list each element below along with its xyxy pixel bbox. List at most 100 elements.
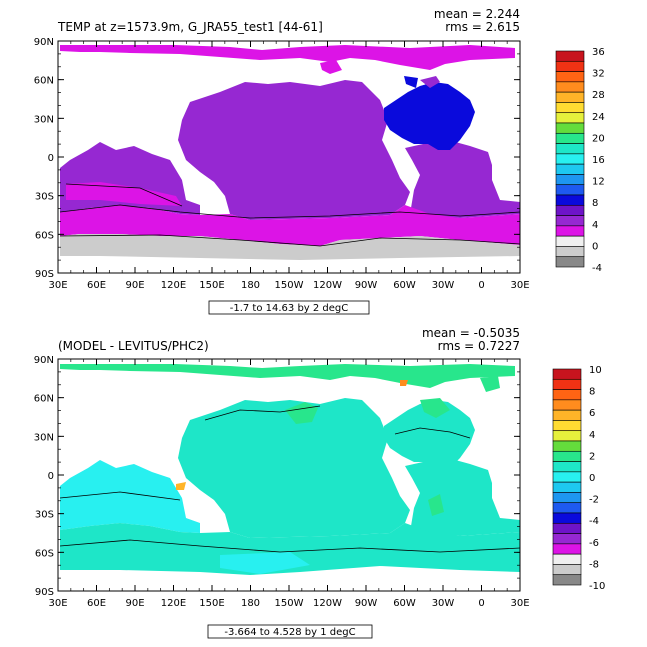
panel2-colorbar-swatch [552,389,582,401]
panel2-x-tick-label: 30W [432,598,455,609]
panel1-colorbar-swatch [555,132,585,144]
panel1-colorbar-label: 16 [592,155,605,166]
panel1-colorbar-swatch [555,153,585,165]
panel2-colorbar-swatch [552,420,582,432]
panel1-colorbar-swatch [555,256,585,268]
panel1-y-tick-label: 0 [48,153,54,164]
panel1-colorbar-swatch [555,50,585,62]
panel2-colorbar-swatch [552,574,582,586]
panel1-colorbar-swatch [555,91,585,103]
panel1-y-tick-label: 90S [35,269,54,280]
panel2-colorbar-swatch [552,533,582,545]
panel1-hudson-bay [320,60,342,74]
panel1-y-tick-label: 30S [35,192,54,203]
panel1-colorbar-label: 12 [592,177,605,188]
panel2-colorbar-swatch [552,461,582,473]
panel2-x-tick-label: 90W [355,598,378,609]
panel1-colorbar-label: 4 [592,220,598,231]
panel1-colorbar-swatch [555,163,585,175]
panel2-contour-c [204,405,321,421]
panel2-southern-band [60,523,520,575]
panel1-indian-warm [66,182,182,206]
panel1-pacific [178,80,410,220]
panel1-mean: mean = 2.244 [434,7,520,21]
panel1-contour-c [65,183,183,207]
panel2-colorbar-label: -2 [589,495,599,506]
panel2-y-tick-label: 30S [35,510,54,521]
panel1-colorbar-swatch [555,225,585,237]
panel1-x-tick-label: 90W [355,280,378,291]
panel1-colorbar-swatch [555,122,585,134]
panel2-colorbar-swatch [552,512,582,524]
panel1-y-tick-label: 60N [34,76,54,87]
panel2-colorbar-swatch [552,522,582,534]
panel1-colorbar-swatch [555,204,585,216]
panel2-arctic-orange [400,380,408,386]
panel1-colorbar-swatch [555,112,585,124]
panel2-colorbar-label: -8 [589,559,599,570]
panel2-south-atlantic [405,458,520,536]
panel2-colorbar-swatch [552,553,582,565]
panel2-colorbar-swatch [552,543,582,555]
panel1-contour-b [59,234,521,247]
panel2-colorbar-swatch [552,492,582,504]
panel2-x-tick-label: 0 [478,598,484,609]
panel2-range-box [207,624,373,639]
panel2-y-tick-label: 90S [35,587,54,598]
panel2-x-tick-label: 120E [161,598,186,609]
panel2-x-tick-label: 150E [199,598,224,609]
panel2-north-atlantic [384,400,475,468]
panel1-x-tick-label: 30W [432,280,455,291]
panel1-north-atlantic [384,82,475,150]
panel2-colorbar-label: 6 [589,408,595,419]
panel1-rms: rms = 2.615 [445,20,520,34]
panel2-contour-b [59,539,521,553]
panel1-range-box [208,300,370,315]
panel2-colorbar-swatch [552,399,582,411]
panel2-colorbar-swatch [552,502,582,514]
panel1-y-tick-label: 90N [34,37,54,48]
panel2-colorbar-label: -10 [589,581,605,592]
panel1-x-tick-label: 120W [313,280,342,291]
panel2-x-tick-label: 30E [48,598,67,609]
panel1-map [57,40,521,274]
panel2-colorbar-label: 8 [589,387,595,398]
panel1-y-axis: 90N 60N 30N 0 30S 60S 90S [34,37,520,280]
panel2-map [57,358,521,592]
panel2-colorbar-swatch [552,430,582,442]
panel2-contour-d [394,427,471,439]
panel2-atlantic-pos [420,398,450,418]
panel2-brazil-pos [428,494,444,516]
panel2-colorbar-swatch [552,440,582,452]
panel2-x-tick-label: 90E [125,598,144,609]
panel1-colorbar-swatch [555,215,585,227]
panel2-colorbar-label: 2 [589,451,595,462]
panel2-title: (MODEL - LEVITUS/PHC2) [58,339,209,353]
panel1-x-tick-label: 30E [48,280,67,291]
panel2-y-tick-label: 60S [35,548,54,559]
panel2-colorbar-swatch [552,450,582,462]
panel1-x-tick-label: 90E [125,280,144,291]
panel1-x-tick-label: 120E [161,280,186,291]
panel1-colorbar-label: 28 [592,90,605,101]
panel1-x-tick-label: 150E [199,280,224,291]
panel1-colorbar-label: 36 [592,47,605,58]
panel2-y-tick-label: 0 [48,471,54,482]
panel1-range-label: -1.7 to 14.63 by 2 degC [230,303,349,314]
panel1-colorbar-label: -4 [592,263,602,274]
panel2-y-tick-label: 30N [34,432,54,443]
panel1-colorbar-label: 24 [592,112,605,123]
panel1-blue-patch [404,76,418,88]
panel2-rms: rms = 0.7227 [438,339,520,353]
panel1-x-tick-label: 150W [275,280,304,291]
panel-temp: TEMP at z=1573.9m, G_JRA55_test1 [44-61]… [34,7,605,315]
panel2-colorbar-swatch [552,564,582,576]
panel1-y-tick-label: 60S [35,230,54,241]
panel2-x-tick-label: 60E [87,598,106,609]
panel2-colorbar-label: 0 [589,473,595,484]
panel1-colorbar-label: 8 [592,198,598,209]
panel2-colorbar-label: -6 [589,538,599,549]
panel1-x-tick-label: 0 [478,280,484,291]
panel1-contour-a [59,204,521,219]
